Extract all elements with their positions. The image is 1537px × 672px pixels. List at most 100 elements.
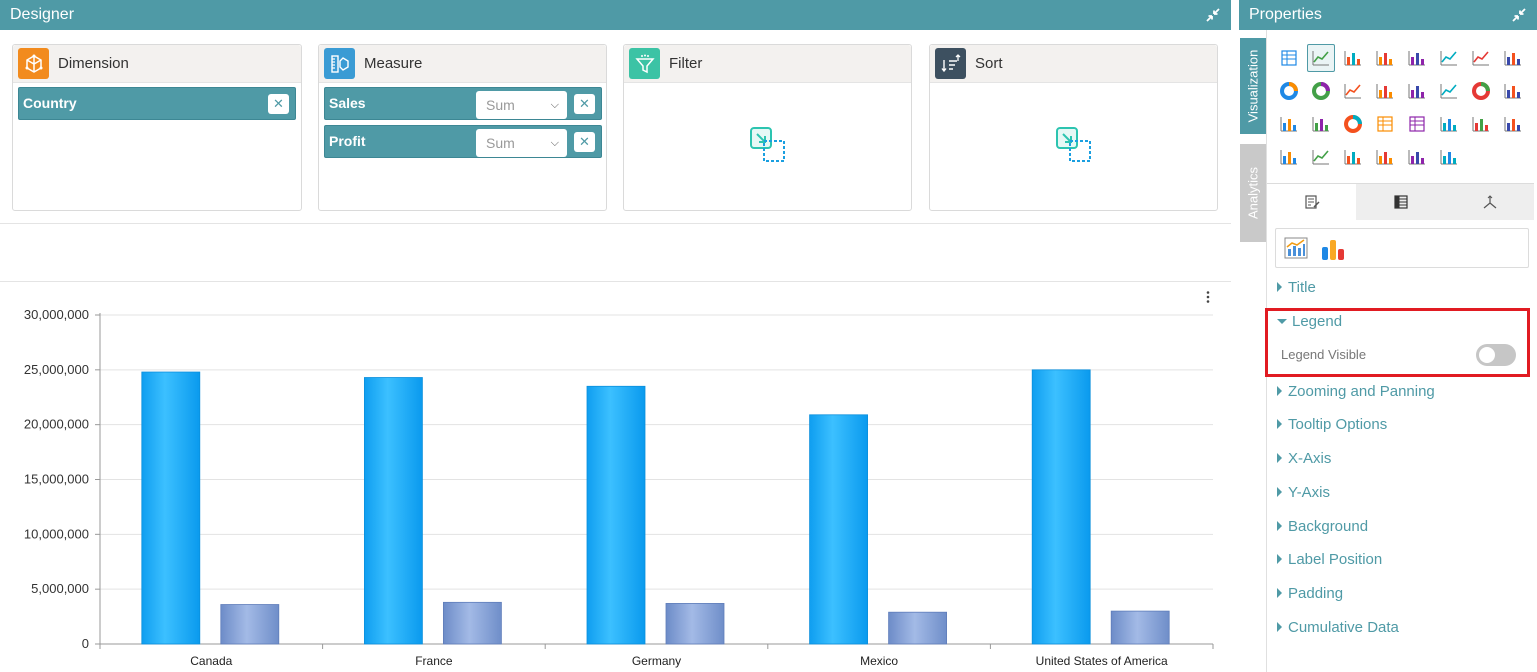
section-tooltip-options[interactable]: Tooltip Options xyxy=(1277,413,1387,435)
area-chart-icon[interactable] xyxy=(1435,44,1463,72)
sort-well[interactable]: Sort xyxy=(929,44,1218,211)
radial-chart-icon[interactable] xyxy=(1307,110,1335,138)
measure-label: Measure xyxy=(364,55,423,72)
grid-table-icon[interactable] xyxy=(1275,44,1303,72)
y-tick-label: 0 xyxy=(82,636,89,651)
section-background-label: Background xyxy=(1288,517,1369,535)
caret-right-icon xyxy=(1277,487,1282,497)
section-y-axis[interactable]: Y-Axis xyxy=(1277,481,1330,503)
funnel-chart-icon[interactable] xyxy=(1499,44,1527,72)
remove-sales-button[interactable]: ✕ xyxy=(574,94,595,114)
dimension-label: Dimension xyxy=(58,55,129,72)
measure-field-pill-sales[interactable]: Sales Sum ⌵ ✕ xyxy=(324,87,602,120)
map-icon[interactable] xyxy=(1499,110,1527,138)
step-line-icon[interactable] xyxy=(1339,77,1367,105)
measure-well[interactable]: Measure Sales Sum ⌵ ✕ Profit Sum ⌵ ✕ xyxy=(318,44,607,211)
line-column-chart-icon[interactable] xyxy=(1284,237,1308,259)
3d-bar-chart-icon[interactable] xyxy=(1320,237,1346,261)
section-xaxis-label: X-Axis xyxy=(1288,449,1332,467)
aggregation-select-sales[interactable]: Sum ⌵ xyxy=(476,91,567,119)
collapse-icon[interactable] xyxy=(1511,7,1527,23)
bar xyxy=(888,611,947,645)
candlestick-icon[interactable] xyxy=(1467,110,1495,138)
stacked-bar-chart-icon[interactable] xyxy=(1339,44,1367,72)
histogram-icon[interactable] xyxy=(1435,143,1463,171)
legend-visible-toggle[interactable] xyxy=(1476,344,1516,366)
caret-down-icon xyxy=(1277,318,1287,324)
remove-country-button[interactable]: ✕ xyxy=(268,94,289,114)
measure-ruler-icon xyxy=(324,48,355,79)
line-chart-icon[interactable] xyxy=(1435,77,1463,105)
kpi-icon[interactable] xyxy=(1435,110,1463,138)
dimension-well[interactable]: Dimension Country ✕ xyxy=(12,44,302,211)
section-x-axis[interactable]: X-Axis xyxy=(1277,447,1331,469)
stacked-column-icon[interactable] xyxy=(1403,44,1431,72)
sankey-icon[interactable] xyxy=(1371,143,1399,171)
section-label-position-label: Label Position xyxy=(1288,550,1383,568)
measure-field-pill-profit[interactable]: Profit Sum ⌵ ✕ xyxy=(324,125,602,158)
table-icon xyxy=(1393,195,1408,209)
section-title-label: Title xyxy=(1288,278,1316,296)
tab-table-properties[interactable] xyxy=(1356,183,1445,220)
caret-right-icon xyxy=(1277,282,1282,292)
collapse-icon[interactable] xyxy=(1205,7,1221,23)
edit-properties-icon xyxy=(1304,195,1320,209)
section-cumulative-data[interactable]: Cumulative Data xyxy=(1277,616,1399,638)
dimension-field-pill[interactable]: Country ✕ xyxy=(18,87,296,120)
section-legend[interactable]: Legend xyxy=(1277,310,1342,332)
tab-analytics[interactable]: Analytics xyxy=(1240,144,1266,242)
section-zooming-and-panning[interactable]: Zooming and Panning xyxy=(1277,380,1435,402)
chevron-down-icon: ⌵ xyxy=(550,137,559,149)
section-title[interactable]: Title xyxy=(1277,276,1316,298)
tab-axis-properties[interactable] xyxy=(1445,183,1534,220)
tab-general-properties[interactable] xyxy=(1267,183,1356,220)
combo-icon[interactable] xyxy=(1275,143,1303,171)
section-zooming-label: Zooming and Panning xyxy=(1288,382,1435,400)
gauge-icon[interactable] xyxy=(1467,77,1495,105)
properties-body: Title Legend Legend Visible Zooming and … xyxy=(1266,30,1537,672)
caret-right-icon xyxy=(1277,419,1282,429)
section-background[interactable]: Background xyxy=(1277,515,1368,537)
section-label-position[interactable]: Label Position xyxy=(1277,548,1382,570)
designer-title: Designer xyxy=(10,6,75,23)
caret-right-icon xyxy=(1277,453,1282,463)
aggregation-select-profit[interactable]: Sum ⌵ xyxy=(476,129,567,157)
stacked-area-icon[interactable] xyxy=(1307,143,1335,171)
x-tick-label: France xyxy=(415,654,453,668)
caret-right-icon xyxy=(1277,521,1282,531)
more-options-icon[interactable] xyxy=(1204,290,1212,304)
x-tick-label: United States of America xyxy=(1036,654,1168,668)
pivot-table-icon[interactable] xyxy=(1371,110,1399,138)
cube-icon xyxy=(18,48,49,79)
section-tooltip-label: Tooltip Options xyxy=(1288,415,1388,433)
filter-label: Filter xyxy=(669,55,703,72)
filter-well[interactable]: Filter xyxy=(623,44,912,211)
axis-icon xyxy=(1483,195,1496,209)
y-tick-label: 30,000,000 xyxy=(24,307,89,322)
remove-profit-button[interactable]: ✕ xyxy=(574,132,595,152)
spline-chart-icon[interactable] xyxy=(1467,44,1495,72)
bar xyxy=(442,601,502,645)
column-chart-icon[interactable] xyxy=(1371,44,1399,72)
treemap-icon[interactable] xyxy=(1339,143,1367,171)
drop-target-icon xyxy=(1055,127,1091,162)
caret-right-icon xyxy=(1277,554,1282,564)
legend-highlight-box xyxy=(1265,308,1530,377)
pie-chart-icon[interactable] xyxy=(1275,77,1303,105)
designer-header: Designer xyxy=(0,0,1231,30)
section-padding[interactable]: Padding xyxy=(1277,582,1343,604)
card-icon[interactable] xyxy=(1403,110,1431,138)
y-tick-label: 15,000,000 xyxy=(24,472,89,487)
line-column-chart-icon[interactable] xyxy=(1307,44,1335,72)
y-tick-label: 10,000,000 xyxy=(24,526,89,541)
thermometer-icon[interactable] xyxy=(1499,77,1527,105)
bubble-chart-icon[interactable] xyxy=(1403,143,1431,171)
section-yaxis-label: Y-Axis xyxy=(1288,483,1330,501)
heatmap-icon[interactable] xyxy=(1403,77,1431,105)
tab-visualization[interactable]: Visualization xyxy=(1240,38,1266,134)
scatter-chart-icon[interactable] xyxy=(1275,110,1303,138)
ring-chart-icon[interactable] xyxy=(1339,110,1367,138)
x-tick-label: Mexico xyxy=(860,654,898,668)
radar-chart-icon[interactable] xyxy=(1371,77,1399,105)
doughnut-chart-icon[interactable] xyxy=(1307,77,1335,105)
